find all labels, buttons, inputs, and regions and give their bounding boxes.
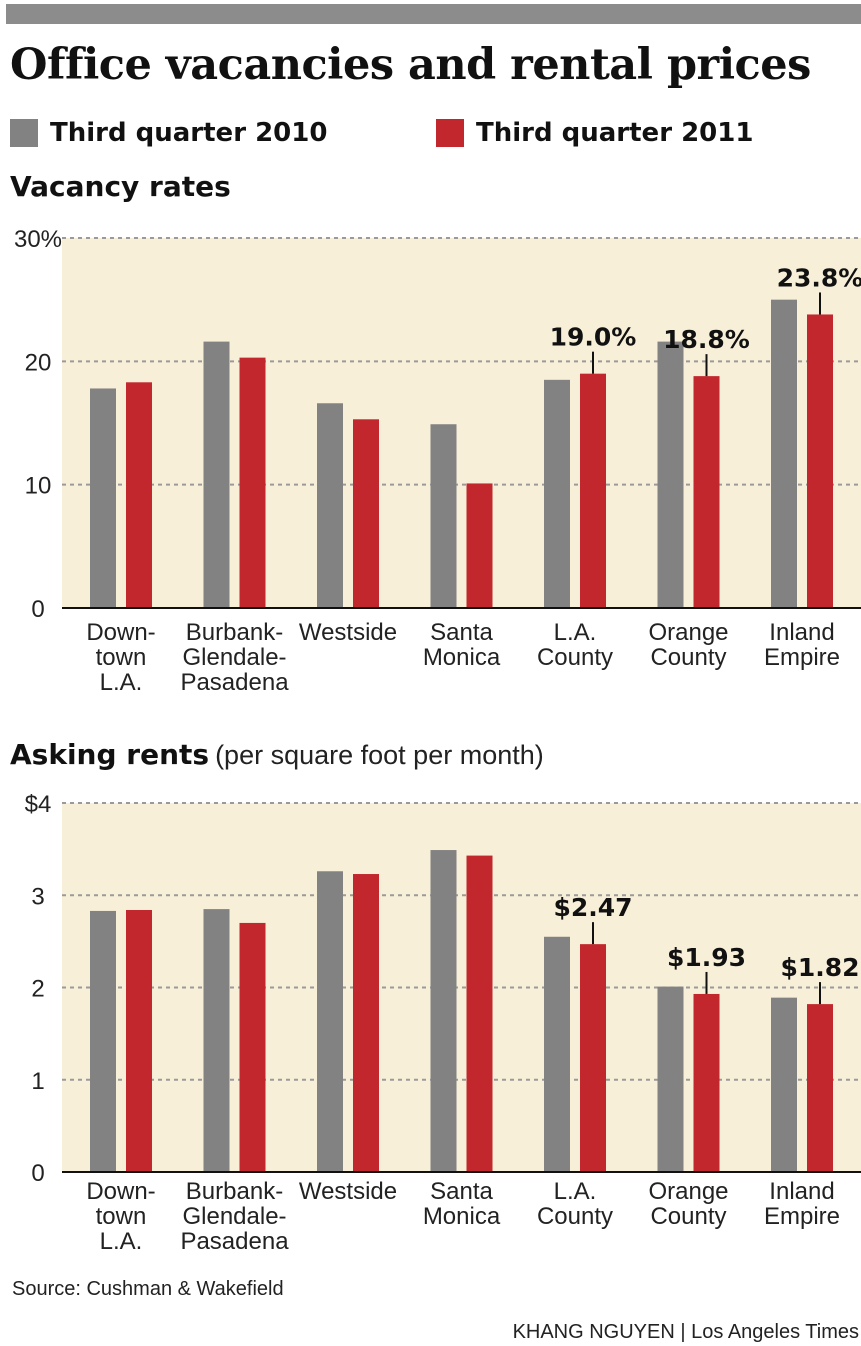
category-label: Inland Empire	[764, 619, 840, 671]
data-label: $1.82	[780, 953, 859, 982]
legend-label-2011: Third quarter 2011	[476, 118, 754, 148]
rents-chart-title: Asking rents	[10, 738, 210, 771]
rents-section-heading: Asking rents (per square foot per month)	[10, 738, 544, 771]
vacancy-chart-title: Vacancy rates	[10, 170, 231, 203]
bar-2010	[203, 341, 230, 608]
category-label: Santa Monica	[423, 1178, 501, 1230]
page-title: Office vacancies and rental prices	[10, 40, 811, 90]
bar-2010	[430, 424, 457, 608]
bar-2011	[807, 314, 833, 608]
y-tick-label: 3	[31, 883, 44, 910]
rents-chart-note: (per square foot per month)	[215, 740, 544, 770]
bar-2011	[693, 993, 720, 1172]
y-tick-label: 10	[25, 473, 52, 500]
data-label: $1.93	[667, 943, 746, 972]
top-rule-bar	[6, 4, 861, 24]
data-label: 23.8%	[777, 263, 861, 292]
category-label: Westside	[299, 619, 397, 646]
category-label: Orange County	[648, 619, 728, 671]
bar-2010	[317, 403, 343, 608]
data-label: $2.47	[553, 893, 632, 922]
bar-2011	[239, 357, 266, 608]
bar-2010	[90, 388, 116, 608]
legend-label-2010: Third quarter 2010	[50, 118, 328, 148]
category-label: Burbank-Glendale-Pasadena	[180, 1178, 289, 1255]
bar-2011	[466, 855, 493, 1172]
bar-2010	[544, 936, 570, 1172]
data-label: 18.8%	[663, 325, 750, 354]
y-tick-label: 0	[31, 1160, 44, 1187]
y-tick-label: 0	[31, 596, 44, 623]
bar-2010	[544, 379, 570, 608]
asking-rents-chart: 0 1 2 3 $4 Down-town L.A. Burbank-Glendale-Pasa…	[25, 791, 861, 1255]
y-tick-label: $4	[25, 791, 52, 818]
vacancy-section-heading: Vacancy rates	[10, 170, 231, 203]
legend-swatch-2011	[436, 119, 464, 147]
data-label: 19.0%	[550, 323, 637, 352]
bar-2010	[657, 341, 684, 608]
bar-2010	[317, 871, 343, 1172]
plot-background	[62, 238, 861, 608]
category-label: Down-town L.A.	[86, 619, 155, 696]
y-tick-label: 20	[25, 349, 52, 376]
category-label: Westside	[299, 1178, 397, 1205]
category-label: L.A. County	[537, 619, 613, 671]
bar-2011	[126, 382, 152, 608]
category-label: Santa Monica	[423, 619, 501, 671]
y-tick-label: 30%	[14, 226, 62, 253]
bar-2011	[466, 483, 493, 608]
category-label: Inland Empire	[764, 1178, 840, 1230]
bar-2011	[580, 373, 606, 608]
category-label: Burbank-Glendale-Pasadena	[180, 619, 289, 696]
bar-2011	[126, 910, 152, 1172]
source-note: Source: Cushman & Wakefield	[12, 1278, 284, 1300]
y-tick-label: 1	[31, 1068, 44, 1095]
legend-item-2011: Third quarter 2011	[436, 116, 753, 150]
vacancy-rates-chart: 0 10 20 30% Down-town L.A. Burbank-Glendale-Pa…	[14, 226, 861, 696]
bar-2011	[693, 376, 720, 608]
bar-2011	[239, 922, 266, 1172]
bar-2010	[90, 910, 116, 1172]
bar-2011	[580, 944, 606, 1172]
category-label: Down-town L.A.	[86, 1178, 155, 1255]
bar-2011	[353, 419, 379, 608]
bar-2011	[353, 874, 379, 1172]
bar-2010	[771, 997, 797, 1172]
bar-2010	[771, 299, 797, 608]
category-label: L.A. County	[537, 1178, 613, 1230]
legend-item-2010: Third quarter 2010	[10, 116, 327, 150]
bar-2011	[807, 1004, 833, 1172]
category-label: Orange County	[648, 1178, 728, 1230]
bar-2010	[203, 909, 230, 1172]
byline-credit: KHANG NGUYEN | Los Angeles Times	[512, 1321, 859, 1343]
plot-background	[62, 803, 861, 1172]
bar-2010	[657, 986, 684, 1172]
legend-swatch-2010	[10, 119, 38, 147]
bar-2010	[430, 850, 457, 1172]
y-tick-label: 2	[31, 976, 44, 1003]
